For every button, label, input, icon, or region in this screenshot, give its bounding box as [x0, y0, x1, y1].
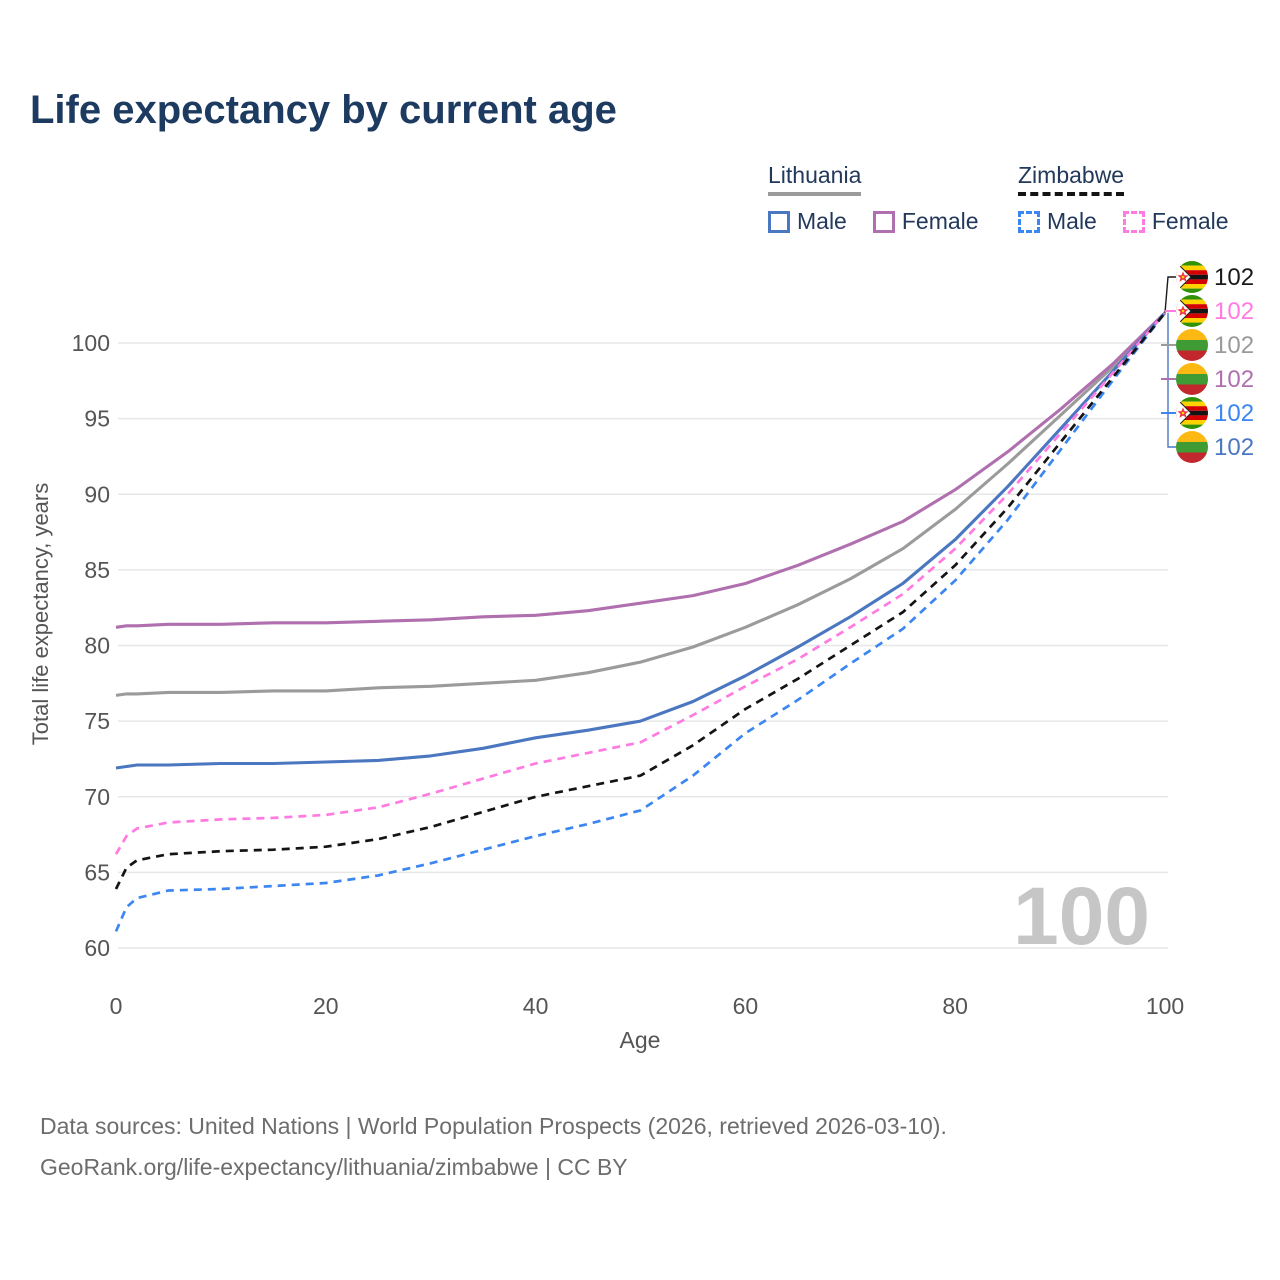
- y-tick-label: 70: [84, 784, 110, 810]
- legend-item-zimbabwe-male[interactable]: Male: [1018, 208, 1097, 235]
- legend-item-label: Female: [901, 208, 979, 234]
- end-label-lithuania-male: 102: [1176, 431, 1254, 463]
- end-label-zimbabwe-female: 102: [1175, 295, 1254, 327]
- series-line-zimbabwe-both: [114, 311, 1167, 890]
- end-labels: 102 102 102 102 102 102: [1175, 261, 1254, 463]
- end-label-value: 102: [1214, 264, 1254, 291]
- lithuania-male-swatch-icon: [768, 210, 790, 233]
- end-label-zimbabwe-both: 102: [1175, 261, 1254, 293]
- gridlines: [118, 342, 1168, 949]
- zimbabwe-male-swatch-icon: [1018, 210, 1040, 233]
- y-tick-label: 80: [84, 633, 110, 659]
- series-line-lithuania-male: [115, 311, 1167, 770]
- zimbabwe-flag-icon: [1175, 295, 1208, 327]
- y-tick-label: 90: [84, 481, 110, 507]
- x-tick-label: 60: [733, 993, 759, 1019]
- zimbabwe-flag-icon: [1175, 261, 1208, 293]
- end-label-lithuania-both: 102: [1176, 329, 1254, 361]
- end-label-connectors: [1161, 276, 1176, 448]
- y-tick-label: 85: [84, 557, 110, 583]
- end-label-lithuania-female: 102: [1176, 363, 1254, 395]
- series-line-zimbabwe-male: [114, 311, 1167, 932]
- legend-zimbabwe: Zimbabwe Male Female: [1018, 162, 1247, 235]
- connector-lithuania-male: [1167, 312, 1176, 448]
- lithuania-flag-icon: [1176, 363, 1208, 395]
- lithuania-flag-icon: [1176, 431, 1208, 463]
- legend-item-label: Female: [1151, 208, 1229, 234]
- legend-zimbabwe-header: Zimbabwe: [1018, 162, 1125, 196]
- page-title: Life expectancy by current age: [30, 88, 617, 132]
- legend-lithuania: Lithuania Male Female: [768, 162, 997, 235]
- end-label-value: 102: [1214, 332, 1254, 359]
- legend-lithuania-header: Lithuania: [768, 162, 862, 196]
- legend-item-lithuania-female[interactable]: Female: [872, 208, 979, 235]
- y-tick-label: 95: [84, 406, 110, 432]
- x-tick-label: 40: [523, 993, 549, 1019]
- zimbabwe-flag-icon: [1175, 397, 1208, 429]
- data-source-footer: Data sources: United Nations | World Pop…: [40, 1106, 947, 1188]
- y-tick-label: 75: [84, 708, 110, 734]
- x-tick-label: 20: [313, 993, 339, 1019]
- legend-item-label: Male: [1047, 208, 1097, 234]
- series-line-zimbabwe-female: [114, 311, 1167, 855]
- x-axis-title: Age: [620, 1027, 661, 1053]
- x-axis-ticks: 0 20 40 60 80 100: [110, 993, 1185, 1019]
- age-counter-watermark: 100: [1013, 871, 1150, 962]
- connector-zimbabwe-both: [1164, 276, 1176, 313]
- y-tick-label: 60: [84, 935, 110, 961]
- y-axis-ticks: 60 65 70 75 80 85 90 95 100: [72, 330, 110, 961]
- end-label-value: 102: [1214, 434, 1254, 461]
- lithuania-flag-icon: [1176, 329, 1208, 361]
- legend-item-lithuania-male[interactable]: Male: [768, 208, 847, 235]
- series-line-lithuania-both: [115, 311, 1167, 697]
- data-source-line: Data sources: United Nations | World Pop…: [40, 1113, 947, 1139]
- zimbabwe-female-swatch-icon: [1122, 210, 1145, 233]
- x-tick-label: 0: [110, 993, 123, 1019]
- end-label-zimbabwe-male: 102: [1175, 397, 1254, 429]
- y-axis-title: Total life expectancy, years: [28, 483, 53, 746]
- lithuania-female-swatch-icon: [872, 210, 895, 233]
- chart-series: [114, 311, 1167, 932]
- attribution-line: GeoRank.org/life-expectancy/lithuania/zi…: [40, 1154, 628, 1180]
- end-label-value: 102: [1214, 400, 1254, 427]
- x-tick-label: 80: [942, 993, 968, 1019]
- series-line-lithuania-female: [115, 311, 1167, 629]
- legend-item-zimbabwe-female[interactable]: Female: [1122, 208, 1229, 235]
- y-tick-label: 100: [72, 330, 110, 356]
- end-label-value: 102: [1214, 366, 1254, 393]
- legend-item-label: Male: [797, 208, 847, 234]
- y-tick-label: 65: [84, 859, 110, 885]
- end-label-value: 102: [1214, 298, 1254, 325]
- x-tick-label: 100: [1146, 993, 1184, 1019]
